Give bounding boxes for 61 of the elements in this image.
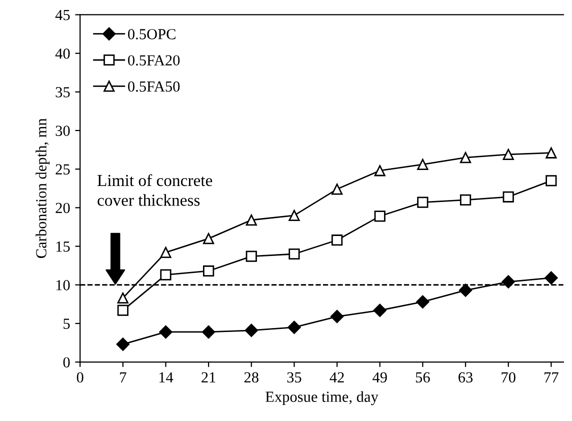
point <box>458 284 472 297</box>
point <box>417 196 428 208</box>
point <box>246 250 257 262</box>
y-tick-label: 0 <box>63 357 70 368</box>
point <box>288 248 300 260</box>
point <box>460 194 472 206</box>
point <box>502 191 514 202</box>
point <box>373 304 386 317</box>
y-tick-label: 35 <box>56 87 70 98</box>
x-tick-label: 14 <box>159 372 174 382</box>
point <box>160 269 172 280</box>
y-tick-label: 15 <box>56 242 70 252</box>
point <box>544 271 558 285</box>
point <box>502 148 514 160</box>
point <box>416 295 430 308</box>
x-tick-label: 70 <box>502 372 516 383</box>
legend-label: 0.5OPC <box>128 29 176 40</box>
x-tick-label: 56 <box>416 372 430 383</box>
x-tick-label: 0 <box>76 372 84 383</box>
legend-label: 0.5FA20 <box>128 55 180 66</box>
x-tick-label: 7 <box>120 372 126 382</box>
x-tick-label: 77 <box>544 372 558 382</box>
x-tick-label: 21 <box>202 372 216 382</box>
point <box>116 338 130 351</box>
point <box>331 184 343 195</box>
y-tick-label: 10 <box>56 280 70 290</box>
y-tick-label: 30 <box>56 126 70 136</box>
point <box>502 275 515 288</box>
x-tick-label: 42 <box>330 372 344 382</box>
legend-label: 0.5FA50 <box>128 81 180 92</box>
point <box>159 325 172 339</box>
point <box>244 324 258 338</box>
y-tick-label: 40 <box>55 48 70 59</box>
y-tick-label: 20 <box>56 202 70 214</box>
x-tick-label: 49 <box>372 372 387 383</box>
point <box>117 304 128 316</box>
y-tick-label: 5 <box>64 318 70 329</box>
point <box>546 175 557 186</box>
point <box>417 158 428 170</box>
point <box>374 165 386 176</box>
point <box>202 325 216 339</box>
point <box>374 210 386 222</box>
x-tick-label: 63 <box>458 372 473 383</box>
y-tick-label: 25 <box>56 164 70 175</box>
point <box>331 234 343 246</box>
point <box>117 292 128 304</box>
x-tick-label: 28 <box>244 372 258 383</box>
point <box>546 147 557 158</box>
x-axis-title: Exposue time, day <box>266 391 378 406</box>
y-axis-title: Carbonation depth, mn <box>36 118 50 258</box>
point <box>203 233 214 244</box>
point <box>246 214 257 226</box>
x-tick-label: 35 <box>287 372 302 383</box>
point <box>160 246 172 258</box>
point <box>288 320 301 334</box>
point <box>288 210 300 221</box>
y-tick-label: 45 <box>55 10 70 20</box>
point <box>330 310 344 324</box>
point <box>203 265 214 277</box>
annotation: Limit of concrete cover thickness <box>97 174 212 206</box>
point <box>460 152 472 164</box>
